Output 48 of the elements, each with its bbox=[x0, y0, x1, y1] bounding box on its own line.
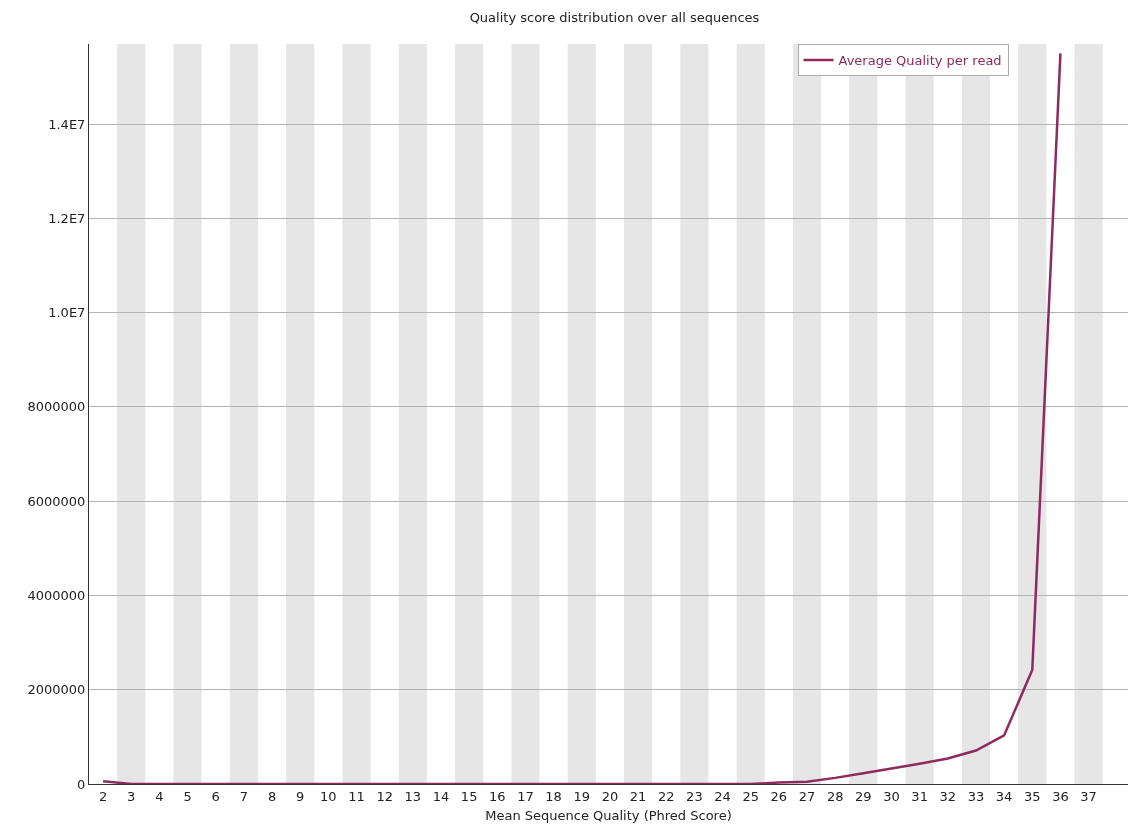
x-tick-label: 8 bbox=[267, 788, 277, 804]
y-tick-label: 1.4E7 bbox=[48, 116, 86, 132]
x-axis-title: Mean Sequence Quality (Phred Score) bbox=[485, 808, 732, 824]
x-tick-label: 28 bbox=[826, 788, 844, 804]
x-tick-label: 31 bbox=[911, 788, 928, 804]
x-tick-label: 13 bbox=[404, 788, 422, 804]
x-tick-label: 33 bbox=[967, 788, 985, 804]
x-tick-label: 29 bbox=[855, 788, 872, 804]
x-tick-label: 16 bbox=[489, 788, 506, 804]
x-tick-label: 7 bbox=[239, 788, 248, 804]
y-tick-label: 6000000 bbox=[27, 493, 86, 509]
y-tick-label: 8000000 bbox=[27, 399, 86, 415]
chart-title: Quality score distribution over all sequences bbox=[469, 9, 760, 25]
x-tick-label: 37 bbox=[1080, 788, 1097, 804]
x-tick-label: 34 bbox=[995, 788, 1013, 804]
x-tick-label: 25 bbox=[742, 788, 759, 804]
x-tick-label: 36 bbox=[1052, 788, 1069, 804]
y-tick-label: 1.2E7 bbox=[48, 210, 86, 226]
x-tick-label: 32 bbox=[939, 788, 957, 804]
x-tick-label: 21 bbox=[629, 788, 647, 804]
x-tick-label: 6 bbox=[211, 788, 220, 804]
x-tick-label: 30 bbox=[883, 788, 900, 804]
x-tick-label: 17 bbox=[517, 788, 534, 804]
x-tick-label: 12 bbox=[376, 788, 393, 804]
y-tick-label: 2000000 bbox=[27, 682, 86, 698]
x-tick-label: 23 bbox=[686, 788, 703, 804]
x-tick-label: 27 bbox=[798, 788, 816, 804]
y-tick-label: 1.0E7 bbox=[48, 305, 86, 321]
x-tick-label: 18 bbox=[545, 788, 562, 804]
line-series bbox=[101, 52, 1062, 784]
y-tick-label: 4000000 bbox=[27, 588, 86, 604]
x-tick-label: 26 bbox=[770, 788, 788, 804]
x-tick-label: 3 bbox=[127, 788, 136, 804]
x-tick-label: 14 bbox=[432, 788, 450, 804]
x-tick-label: 15 bbox=[460, 788, 478, 804]
x-tick-label: 35 bbox=[1024, 788, 1041, 804]
legend-label: Average Quality per read bbox=[838, 53, 1002, 69]
x-tick-label: 9 bbox=[296, 788, 305, 804]
x-tick-label: 11 bbox=[348, 788, 365, 804]
x-tick-label: 24 bbox=[714, 788, 731, 804]
y-tick-label: 0 bbox=[77, 776, 86, 792]
x-tick-label: 5 bbox=[183, 788, 192, 804]
x-tick-label: 4 bbox=[155, 788, 164, 804]
x-tick-label: 22 bbox=[657, 788, 675, 804]
x-tick-label: 2 bbox=[98, 788, 108, 804]
x-tick-label: 20 bbox=[601, 788, 619, 804]
x-tick-label: 10 bbox=[320, 788, 337, 804]
x-tick-label: 19 bbox=[573, 788, 591, 804]
